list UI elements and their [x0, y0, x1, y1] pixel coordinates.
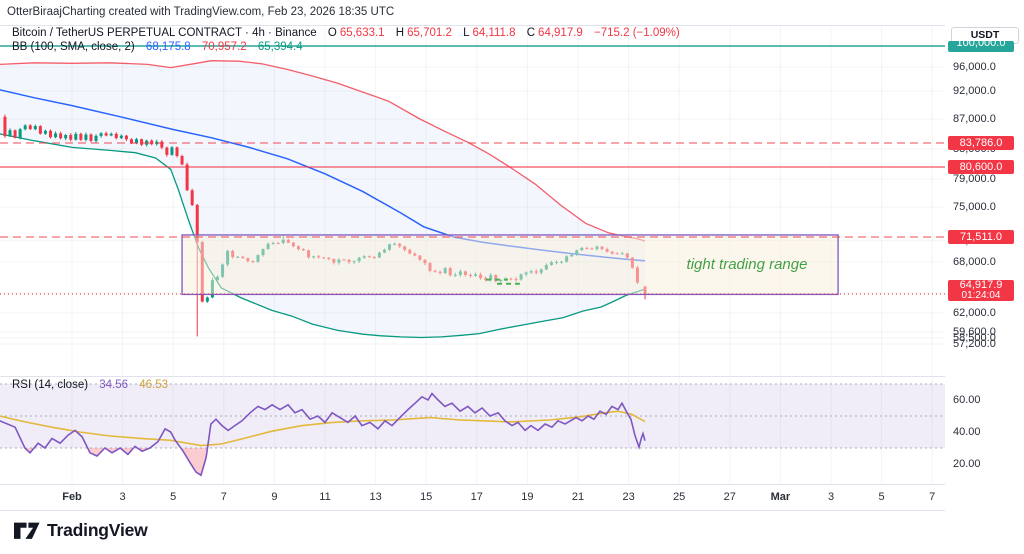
- time-tick-label: 13: [369, 491, 382, 503]
- rsi-line: [0, 392, 646, 477]
- time-tick-label: 5: [878, 491, 885, 503]
- attribution-bar: OtterBiraajCharting created with Trading…: [0, 0, 1024, 25]
- symbol-title: Bitcoin / TetherUS PERPETUAL CONTRACT · …: [12, 27, 317, 39]
- price-tick-label: 59,600.0: [953, 326, 996, 338]
- time-tick-label: 17: [470, 491, 483, 503]
- price-level-badge: 100,000.0: [948, 41, 1014, 52]
- bb-upper-value: 70,957.2: [201, 41, 247, 53]
- rsi-band-fill: [0, 384, 945, 448]
- rsi-pane[interactable]: [0, 383, 945, 477]
- chart-canvas[interactable]: [0, 0, 1024, 511]
- ohlc-change-value: −715.2 (−1.09%): [594, 27, 680, 39]
- price-level-badge: 83,786.0: [948, 136, 1014, 150]
- range-annotation-text[interactable]: tight trading range: [686, 256, 808, 273]
- price-tick-label: 92,000.0: [953, 85, 996, 97]
- rsi-tick-label: 60.00: [953, 394, 981, 406]
- time-tick-label: 5: [170, 491, 177, 503]
- time-tick-label: 7: [929, 491, 936, 503]
- tradingview-logo[interactable]: TradingView: [14, 520, 148, 541]
- time-tick-label: 9: [271, 491, 278, 503]
- time-tick-label: 3: [827, 491, 835, 503]
- price-tick-label: 62,000.0: [953, 307, 996, 319]
- ohlc-high-value: 65,701.2: [407, 27, 452, 39]
- ohlc-close-label: C: [526, 27, 536, 39]
- current-price-badge: 64,917.9 01:24:04: [948, 280, 1014, 301]
- pane-top-border: [0, 25, 1024, 26]
- time-tick-label: 25: [673, 491, 686, 503]
- price-level-badge: 80,600.0: [948, 160, 1014, 174]
- ohlc-open-label: O: [327, 27, 337, 39]
- time-tick-label: 3: [119, 491, 126, 503]
- price-level-badge: 71,511.0: [948, 230, 1014, 244]
- time-tick-label: 21: [571, 491, 585, 503]
- time-tick-label: 15: [420, 491, 433, 503]
- ohlc-open-value: 65,633.1: [339, 27, 385, 39]
- tradingview-logo-icon: [14, 522, 40, 539]
- ohlc-high-label: H: [395, 27, 405, 39]
- rsi-oversold-fill: [181, 448, 208, 475]
- bottom-bar: TradingView: [0, 511, 1024, 554]
- bb-basis-value: 68,175.8: [145, 41, 191, 53]
- price-tick-label: 87,000.0: [953, 113, 996, 125]
- price-tick-label: 68,000.0: [953, 256, 996, 268]
- rsi-title: RSI (14, close): [12, 379, 89, 391]
- pane-separator[interactable]: [0, 376, 1024, 377]
- bb-lower-line: [0, 133, 646, 339]
- attribution-text: OtterBiraajCharting created with Trading…: [7, 6, 395, 18]
- time-axis[interactable]: Feb 3 5 7 9 11 13 15 17 19 21 23 25 27 Mar 3 5 7: [0, 484, 1024, 511]
- price-tick-label: 75,000.0: [953, 201, 996, 213]
- price-axis[interactable]: USDT 96,000.092,000.087,000.083,000.079,…: [945, 25, 1024, 511]
- bb-legend-row[interactable]: BB (100, SMA, close, 2) 68,175.8 70,957.…: [12, 41, 303, 53]
- price-pane[interactable]: [0, 45, 945, 339]
- bb-fill: [0, 60, 645, 338]
- time-axis-border: [0, 484, 1024, 485]
- rsi-legend-row[interactable]: RSI (14, close) 34.56 46.53: [12, 379, 168, 391]
- time-tick-label: Feb: [62, 491, 82, 503]
- price-tick-label: 58,500.0: [953, 332, 996, 344]
- time-tick-label: 19: [521, 491, 534, 503]
- bottom-border: [0, 510, 1024, 511]
- price-tick-label: 96,000.0: [953, 61, 996, 73]
- current-price-badge-value: 64,917.9: [959, 279, 1003, 291]
- rsi-oversold-fill: [87, 448, 134, 456]
- bb-upper-line: [0, 60, 646, 242]
- rsi-value: 34.56: [99, 379, 129, 391]
- rsi-tick-label: 40.00: [953, 426, 981, 438]
- bb-title: BB (100, SMA, close, 2): [12, 41, 135, 53]
- time-tick-label: 27: [723, 491, 736, 503]
- bar-close-countdown: 01:24:04: [961, 289, 1001, 301]
- bb-lower-value: 65,394.4: [257, 41, 303, 53]
- time-tick-label: 7: [220, 491, 227, 503]
- price-tick-label: 79,000.0: [953, 173, 996, 185]
- price-tick-label: 57,200.0: [953, 338, 996, 350]
- time-tick-label: Mar: [770, 491, 791, 503]
- symbol-legend-row[interactable]: Bitcoin / TetherUS PERPETUAL CONTRACT · …: [12, 27, 680, 39]
- price-level-badge-text: 100,000.0: [956, 41, 1006, 49]
- time-tick-label: 11: [319, 491, 331, 503]
- time-tick-label: 23: [622, 491, 635, 503]
- rsi-tick-label: 20.00: [953, 458, 981, 470]
- tradingview-logo-text: TradingView: [47, 520, 148, 540]
- rsi-ma-value: 46.53: [139, 379, 169, 391]
- ohlc-low-value: 64,111.8: [472, 27, 516, 39]
- ohlc-close-value: 64,917.9: [538, 27, 583, 39]
- ohlc-low-label: L: [463, 27, 470, 39]
